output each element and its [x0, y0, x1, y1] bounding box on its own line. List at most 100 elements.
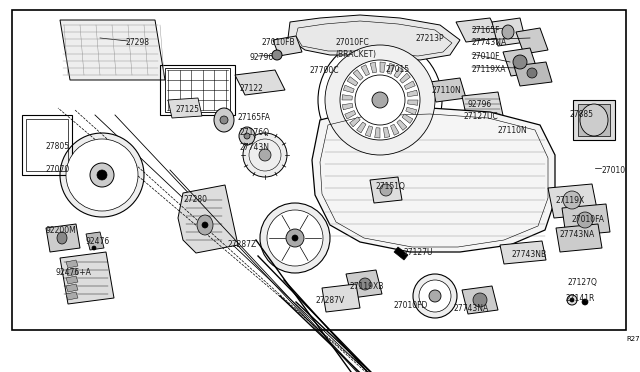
- Polygon shape: [86, 232, 104, 250]
- Polygon shape: [60, 252, 114, 304]
- Ellipse shape: [267, 210, 323, 266]
- Text: 27119X: 27119X: [555, 196, 584, 205]
- Ellipse shape: [580, 104, 608, 136]
- Text: 27127UC: 27127UC: [463, 112, 498, 121]
- Text: 27165F: 27165F: [472, 26, 500, 35]
- Polygon shape: [342, 95, 352, 100]
- Polygon shape: [365, 126, 372, 137]
- Polygon shape: [353, 70, 363, 80]
- Ellipse shape: [325, 45, 435, 155]
- Ellipse shape: [527, 68, 537, 78]
- Polygon shape: [235, 70, 285, 95]
- Polygon shape: [400, 73, 410, 83]
- Text: 92476+A: 92476+A: [56, 268, 92, 277]
- Text: 27743NA: 27743NA: [560, 230, 595, 239]
- Ellipse shape: [272, 50, 282, 60]
- Polygon shape: [402, 114, 413, 124]
- Ellipse shape: [57, 232, 67, 244]
- Polygon shape: [178, 185, 238, 253]
- Text: 27165FA: 27165FA: [237, 113, 270, 122]
- Polygon shape: [397, 120, 407, 130]
- Ellipse shape: [202, 222, 208, 228]
- Ellipse shape: [244, 133, 250, 139]
- Text: 27885: 27885: [570, 110, 594, 119]
- Text: 27176Q: 27176Q: [240, 128, 270, 137]
- Polygon shape: [343, 85, 354, 93]
- Polygon shape: [462, 286, 498, 314]
- Polygon shape: [390, 124, 399, 135]
- Polygon shape: [66, 268, 78, 276]
- Text: 92476: 92476: [85, 237, 109, 246]
- Ellipse shape: [60, 133, 144, 217]
- Text: R270006P: R270006P: [626, 336, 640, 342]
- Ellipse shape: [567, 295, 577, 305]
- Text: 27125: 27125: [176, 105, 200, 114]
- Polygon shape: [322, 284, 360, 312]
- Text: 27010FA: 27010FA: [572, 215, 605, 224]
- Polygon shape: [394, 247, 408, 260]
- Ellipse shape: [260, 203, 330, 273]
- Ellipse shape: [380, 184, 392, 196]
- Text: 27298: 27298: [125, 38, 149, 47]
- Bar: [12, 10, 626, 330]
- Ellipse shape: [419, 280, 451, 312]
- Polygon shape: [347, 77, 358, 86]
- Polygon shape: [361, 65, 369, 76]
- Polygon shape: [456, 18, 500, 42]
- Polygon shape: [407, 90, 418, 97]
- Polygon shape: [462, 92, 504, 124]
- Polygon shape: [46, 224, 80, 252]
- Polygon shape: [500, 241, 546, 264]
- Text: (BRACKET): (BRACKET): [335, 50, 376, 59]
- Ellipse shape: [286, 229, 304, 247]
- Polygon shape: [288, 15, 460, 60]
- Ellipse shape: [355, 75, 405, 125]
- Polygon shape: [374, 128, 380, 138]
- Polygon shape: [60, 20, 165, 80]
- Polygon shape: [383, 127, 390, 138]
- Text: 27010FB: 27010FB: [262, 38, 296, 47]
- Text: 27743NB: 27743NB: [512, 250, 547, 259]
- Ellipse shape: [473, 293, 487, 307]
- Ellipse shape: [359, 278, 371, 290]
- Polygon shape: [503, 48, 538, 76]
- Polygon shape: [406, 107, 417, 115]
- Text: 27743N: 27743N: [240, 143, 270, 152]
- Ellipse shape: [582, 299, 588, 305]
- Polygon shape: [66, 260, 78, 268]
- Polygon shape: [370, 177, 402, 203]
- Text: 27287V: 27287V: [316, 296, 345, 305]
- Text: 27700C: 27700C: [310, 66, 339, 75]
- Ellipse shape: [513, 55, 527, 69]
- Text: 27127Q: 27127Q: [568, 278, 598, 287]
- Polygon shape: [312, 108, 555, 252]
- Polygon shape: [349, 117, 360, 127]
- Text: 27110N: 27110N: [431, 86, 461, 95]
- Ellipse shape: [239, 127, 255, 145]
- Text: 27110N: 27110N: [497, 126, 527, 135]
- Polygon shape: [66, 284, 78, 292]
- Ellipse shape: [413, 274, 457, 318]
- Text: 27280: 27280: [183, 195, 207, 204]
- Polygon shape: [66, 276, 78, 284]
- Polygon shape: [356, 122, 366, 133]
- Ellipse shape: [372, 92, 388, 108]
- Ellipse shape: [502, 25, 514, 39]
- Text: 27151Q: 27151Q: [375, 182, 405, 191]
- Polygon shape: [578, 104, 610, 136]
- Ellipse shape: [429, 290, 441, 302]
- Text: 27213P: 27213P: [416, 34, 445, 43]
- Polygon shape: [345, 110, 356, 119]
- Ellipse shape: [340, 60, 420, 140]
- Polygon shape: [404, 81, 415, 90]
- Ellipse shape: [197, 215, 213, 235]
- Ellipse shape: [259, 149, 271, 161]
- Polygon shape: [562, 204, 610, 236]
- Text: 27010FC: 27010FC: [335, 38, 369, 47]
- Ellipse shape: [570, 298, 574, 302]
- Polygon shape: [168, 98, 202, 118]
- Polygon shape: [492, 18, 526, 46]
- Text: 92796: 92796: [249, 53, 273, 62]
- Polygon shape: [408, 100, 418, 105]
- Polygon shape: [394, 67, 403, 78]
